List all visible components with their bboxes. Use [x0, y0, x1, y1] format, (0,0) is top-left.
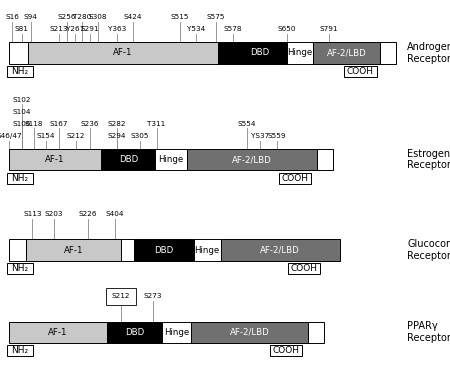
Text: S212: S212 — [111, 293, 130, 299]
Text: Hinge: Hinge — [287, 49, 313, 57]
Bar — [279, 173, 311, 184]
Bar — [317, 149, 333, 170]
Text: AF-2/LBD: AF-2/LBD — [230, 328, 270, 337]
Text: S578: S578 — [224, 26, 243, 32]
Bar — [9, 149, 101, 170]
Bar — [9, 42, 28, 64]
Text: S226: S226 — [78, 211, 97, 217]
Text: NH₂: NH₂ — [11, 174, 28, 182]
Text: AF-2/LBD: AF-2/LBD — [232, 155, 272, 164]
Text: AF-2/LBD: AF-2/LBD — [327, 49, 366, 57]
Bar — [194, 239, 220, 261]
Text: S424: S424 — [123, 14, 142, 20]
Bar — [26, 239, 121, 261]
Text: S308: S308 — [89, 14, 108, 20]
Text: NH₂: NH₂ — [11, 346, 28, 355]
Bar — [7, 263, 33, 274]
Bar — [287, 42, 313, 64]
Text: Glucocorticoid
Receptor: Glucocorticoid Receptor — [407, 239, 450, 261]
Text: S791: S791 — [319, 26, 338, 32]
Text: S294: S294 — [108, 133, 126, 139]
Bar — [9, 239, 26, 261]
Text: T311: T311 — [148, 121, 166, 127]
Text: S575: S575 — [207, 14, 225, 20]
Text: S46/47: S46/47 — [0, 133, 22, 139]
Text: S94: S94 — [24, 14, 37, 20]
Bar — [308, 322, 324, 343]
Text: S213: S213 — [49, 26, 68, 32]
Bar — [121, 239, 134, 261]
Bar — [134, 239, 194, 261]
Text: S236: S236 — [81, 121, 99, 127]
Text: S256: S256 — [57, 14, 76, 20]
Text: S154: S154 — [36, 133, 55, 139]
Bar — [107, 322, 162, 343]
Text: Hinge: Hinge — [194, 246, 220, 254]
Text: COOH: COOH — [291, 264, 318, 273]
Text: T280: T280 — [73, 14, 91, 20]
Text: S212: S212 — [66, 133, 85, 139]
Text: S113: S113 — [23, 211, 42, 217]
Bar — [162, 322, 191, 343]
Bar — [7, 173, 33, 184]
Text: S81: S81 — [15, 26, 28, 32]
Bar — [344, 66, 377, 77]
Text: S554: S554 — [237, 121, 256, 127]
Text: NH₂: NH₂ — [11, 264, 28, 273]
Text: S305: S305 — [130, 133, 149, 139]
Bar — [191, 322, 308, 343]
Text: YS37: YS37 — [251, 133, 269, 139]
Text: S102: S102 — [12, 97, 31, 103]
Text: S16: S16 — [5, 14, 19, 20]
Text: AF-1: AF-1 — [45, 155, 65, 164]
Bar — [187, 149, 317, 170]
Bar — [7, 66, 33, 77]
Bar — [270, 345, 302, 356]
Text: S118: S118 — [24, 121, 43, 127]
Text: S559: S559 — [267, 133, 286, 139]
Text: Y267: Y267 — [66, 26, 84, 32]
Bar — [288, 263, 320, 274]
Text: AF-1: AF-1 — [63, 246, 83, 254]
Text: S167: S167 — [49, 121, 68, 127]
Text: S650: S650 — [278, 26, 297, 32]
Text: S273: S273 — [144, 293, 162, 299]
Text: PPARγ
Receptor: PPARγ Receptor — [407, 321, 450, 343]
Text: Hinge: Hinge — [158, 155, 184, 164]
Text: Estrogen
Receptor: Estrogen Receptor — [407, 149, 450, 170]
Text: Hinge: Hinge — [164, 328, 189, 337]
Bar — [313, 42, 380, 64]
Text: DBD: DBD — [119, 155, 138, 164]
Bar — [7, 345, 33, 356]
Bar — [220, 239, 340, 261]
Text: AF-2/LBD: AF-2/LBD — [260, 246, 300, 254]
Bar — [101, 149, 155, 170]
Text: S291: S291 — [81, 26, 99, 32]
Text: S104: S104 — [12, 109, 31, 115]
Bar — [232, 42, 287, 64]
Text: AF-1: AF-1 — [113, 49, 133, 57]
Text: DBD: DBD — [154, 246, 173, 254]
Text: S282: S282 — [108, 121, 126, 127]
Text: AF-1: AF-1 — [48, 328, 68, 337]
Bar — [9, 322, 107, 343]
Text: COOH: COOH — [273, 346, 300, 355]
Text: Androgen
Receptor: Androgen Receptor — [407, 42, 450, 64]
Text: Y534: Y534 — [187, 26, 205, 32]
Text: Y363: Y363 — [108, 26, 126, 32]
Text: S106: S106 — [12, 121, 31, 127]
Text: DBD: DBD — [125, 328, 144, 337]
Text: NH₂: NH₂ — [11, 67, 28, 76]
Bar — [28, 42, 218, 64]
Text: S515: S515 — [171, 14, 189, 20]
Text: COOH: COOH — [347, 67, 374, 76]
Bar — [155, 149, 187, 170]
Bar — [380, 42, 396, 64]
Bar — [218, 42, 232, 64]
Text: S203: S203 — [45, 211, 63, 217]
Text: S404: S404 — [105, 211, 124, 217]
Text: COOH: COOH — [282, 174, 309, 182]
Text: DBD: DBD — [250, 49, 269, 57]
